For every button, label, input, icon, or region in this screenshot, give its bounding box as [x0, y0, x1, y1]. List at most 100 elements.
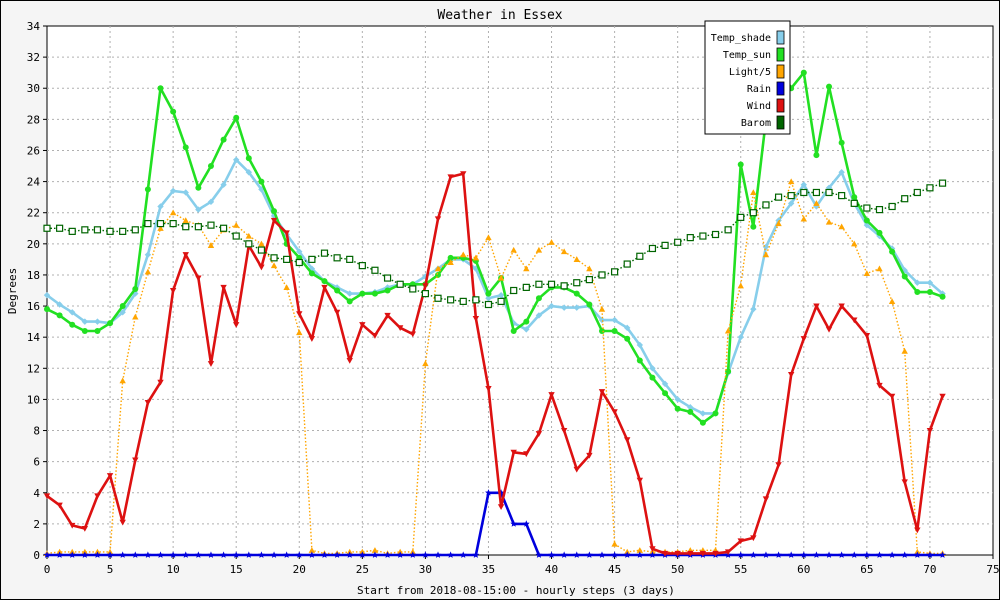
- data-point-light-5: [813, 200, 820, 206]
- data-point-rain: [623, 551, 631, 558]
- data-point-rain: [939, 551, 946, 558]
- data-point-wind: [825, 326, 833, 333]
- data-point-temp-shade: [825, 184, 833, 192]
- y-tick-label: 8: [33, 425, 40, 438]
- data-point-rain: [737, 551, 745, 558]
- data-point-barom: [421, 290, 429, 298]
- data-point-barom: [888, 202, 896, 211]
- data-point-temp-shade: [207, 198, 215, 206]
- data-point-rain: [636, 551, 644, 558]
- data-point-barom: [396, 280, 404, 288]
- x-tick-label: 70: [923, 563, 936, 576]
- data-point-barom: [724, 226, 732, 234]
- data-point-barom: [800, 188, 808, 197]
- data-point-light-5: [737, 282, 744, 289]
- data-point-light-5: [838, 223, 845, 230]
- x-tick-label: 10: [167, 563, 180, 576]
- data-point-temp-sun: [750, 223, 757, 230]
- data-point-temp-shade: [81, 318, 89, 325]
- data-point-barom: [938, 179, 947, 187]
- data-point-light-5: [434, 265, 442, 272]
- data-point-light-5: [775, 220, 782, 227]
- data-point-wind: [649, 546, 656, 552]
- data-point-temp-sun: [119, 303, 126, 310]
- data-point-light-5: [876, 265, 883, 272]
- data-point-light-5: [485, 234, 492, 241]
- data-point-wind: [106, 473, 114, 479]
- data-point-barom: [674, 238, 682, 246]
- data-point-temp-sun: [523, 318, 530, 325]
- y-tick-label: 28: [27, 113, 40, 126]
- data-point-wind: [56, 502, 63, 509]
- data-point-rain: [308, 551, 316, 558]
- data-point-wind: [270, 217, 278, 224]
- data-point-temp-sun: [44, 306, 50, 313]
- data-point-rain: [510, 520, 518, 527]
- data-point-rain: [434, 551, 442, 558]
- data-point-barom: [762, 201, 770, 209]
- data-point-wind: [611, 409, 618, 416]
- series-line-temp-sun: [46, 63, 943, 425]
- data-point-temp-shade: [674, 396, 681, 403]
- data-point-wind: [472, 315, 480, 322]
- data-point-temp-shade: [182, 189, 189, 196]
- data-point-temp-sun: [94, 327, 101, 334]
- data-point-barom: [699, 232, 707, 240]
- data-point-rain: [220, 551, 228, 558]
- data-point-temp-sun: [725, 368, 732, 375]
- data-point-wind: [396, 325, 404, 332]
- data-point-temp-shade: [69, 309, 76, 316]
- data-point-temp-sun: [838, 139, 845, 146]
- data-point-temp-shade: [119, 309, 126, 316]
- data-point-temp-sun: [876, 229, 883, 236]
- data-point-barom: [585, 276, 593, 284]
- y-tick-label: 10: [27, 393, 40, 406]
- y-tick-label: 30: [27, 82, 40, 95]
- data-point-wind: [914, 527, 921, 534]
- data-point-temp-sun: [636, 357, 643, 364]
- data-point-barom: [774, 193, 783, 201]
- data-point-temp-sun: [371, 290, 378, 297]
- data-point-barom: [295, 258, 303, 267]
- data-point-rain: [157, 551, 164, 558]
- data-point-wind: [296, 311, 303, 318]
- x-tick-label: 60: [797, 563, 810, 576]
- data-point-temp-sun: [207, 163, 214, 170]
- data-point-temp-sun: [674, 405, 681, 412]
- legend-swatch-temp-shade: [776, 30, 785, 45]
- data-point-light-5: [422, 360, 429, 367]
- data-point-barom: [598, 271, 606, 279]
- data-point-wind: [573, 466, 580, 473]
- data-point-temp-shade: [245, 169, 253, 176]
- data-point-light-5: [510, 246, 517, 253]
- data-point-barom: [270, 254, 278, 262]
- data-point-light-5: [901, 347, 908, 354]
- data-point-barom: [434, 294, 442, 302]
- data-point-wind: [775, 462, 782, 468]
- data-point-barom: [56, 224, 64, 232]
- y-tick-label: 12: [27, 362, 40, 375]
- data-point-rain: [800, 551, 808, 558]
- data-point-barom: [838, 191, 846, 200]
- data-point-wind: [422, 283, 429, 290]
- data-point-barom: [346, 255, 354, 263]
- data-point-temp-shade: [346, 290, 353, 297]
- data-point-temp-sun: [56, 312, 63, 319]
- data-point-wind: [359, 322, 366, 328]
- data-point-rain: [611, 551, 619, 558]
- data-point-light-5: [132, 313, 139, 320]
- data-point-rain: [459, 551, 467, 558]
- data-point-rain: [548, 551, 555, 558]
- data-point-wind: [371, 333, 379, 339]
- data-point-wind: [94, 493, 101, 500]
- data-point-rain: [68, 551, 76, 558]
- data-point-temp-shade: [863, 221, 871, 229]
- data-point-wind: [333, 309, 341, 316]
- data-point-wind: [939, 393, 946, 400]
- data-point-barom: [901, 195, 909, 203]
- data-point-wind: [258, 264, 265, 271]
- data-point-light-5: [270, 262, 278, 269]
- x-tick-label: 75: [986, 563, 999, 576]
- data-point-rain: [295, 551, 303, 558]
